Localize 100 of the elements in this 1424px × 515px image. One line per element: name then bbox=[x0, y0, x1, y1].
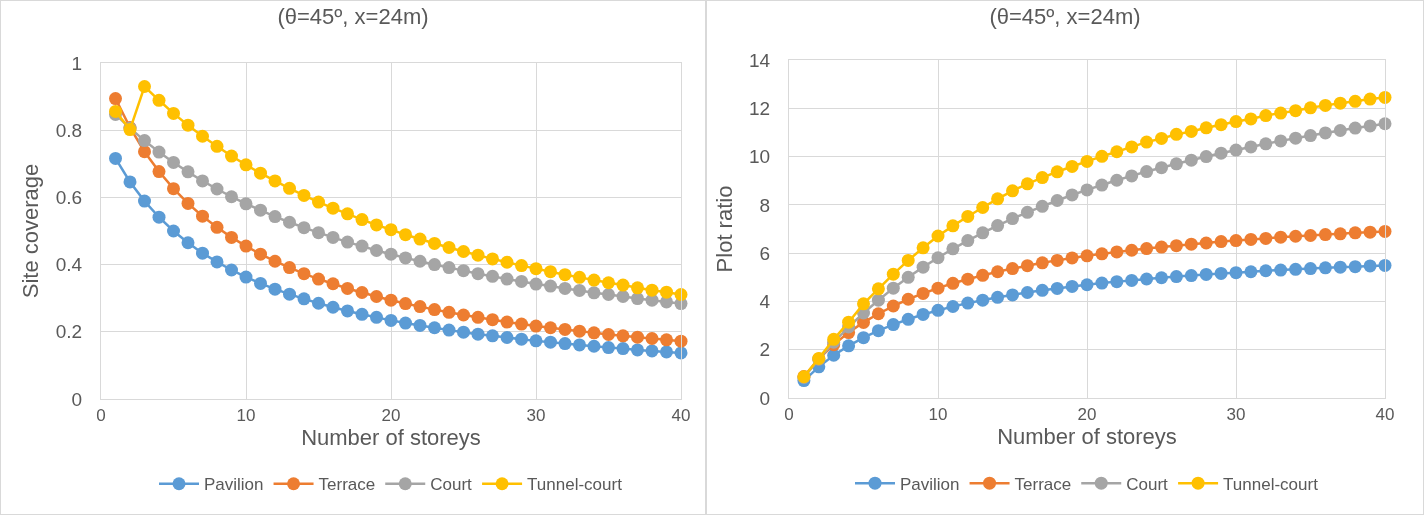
point bbox=[1318, 228, 1332, 242]
point bbox=[428, 303, 441, 317]
point bbox=[1214, 235, 1228, 249]
point bbox=[515, 274, 528, 288]
point bbox=[1169, 270, 1183, 284]
point bbox=[1155, 161, 1168, 175]
y-tick-label: 12 bbox=[748, 97, 771, 119]
point bbox=[602, 327, 615, 341]
point bbox=[1006, 212, 1019, 226]
point bbox=[471, 310, 485, 324]
point bbox=[916, 260, 930, 274]
point bbox=[1095, 149, 1109, 163]
point bbox=[587, 339, 601, 353]
point bbox=[399, 297, 412, 311]
point bbox=[1214, 146, 1228, 160]
point bbox=[1363, 225, 1377, 239]
point bbox=[283, 261, 296, 275]
point bbox=[901, 270, 915, 284]
point bbox=[976, 226, 990, 240]
point bbox=[326, 230, 340, 244]
point bbox=[457, 245, 470, 258]
point bbox=[471, 248, 485, 262]
point bbox=[573, 270, 586, 284]
point bbox=[1199, 236, 1213, 250]
point bbox=[500, 255, 514, 269]
point bbox=[1199, 121, 1213, 135]
point bbox=[916, 286, 930, 300]
point bbox=[1155, 271, 1168, 285]
point bbox=[1259, 109, 1273, 123]
point bbox=[1348, 260, 1362, 274]
point bbox=[1110, 173, 1124, 187]
point bbox=[931, 303, 945, 317]
point bbox=[167, 182, 180, 196]
point bbox=[1125, 243, 1139, 257]
y-tick-label: 1 bbox=[71, 52, 83, 74]
point bbox=[1363, 119, 1377, 133]
x-tick-label: 40 bbox=[1375, 404, 1395, 424]
point bbox=[616, 329, 630, 343]
x-tick-label: 30 bbox=[1226, 404, 1246, 424]
x-tick-label: 30 bbox=[526, 405, 546, 425]
point bbox=[1020, 177, 1034, 191]
point bbox=[1304, 262, 1317, 276]
point bbox=[1080, 154, 1094, 168]
point bbox=[842, 339, 856, 353]
point bbox=[674, 288, 688, 301]
point bbox=[326, 201, 340, 215]
point bbox=[239, 270, 253, 284]
point bbox=[631, 281, 644, 295]
point bbox=[515, 259, 528, 273]
point bbox=[1333, 227, 1347, 241]
point bbox=[297, 267, 311, 281]
point bbox=[645, 283, 659, 297]
point bbox=[616, 290, 630, 304]
point bbox=[1318, 261, 1332, 275]
point bbox=[886, 318, 900, 332]
x-axis-title: Number of storeys bbox=[301, 424, 481, 450]
point bbox=[500, 331, 514, 344]
y-tick-label: 6 bbox=[759, 242, 771, 264]
x-tick-label: 40 bbox=[671, 405, 691, 425]
point bbox=[500, 272, 514, 286]
point bbox=[355, 307, 369, 321]
point bbox=[1304, 101, 1317, 115]
point bbox=[254, 276, 267, 290]
point bbox=[1289, 131, 1303, 145]
point bbox=[196, 246, 209, 260]
point bbox=[1110, 275, 1124, 289]
point bbox=[486, 252, 499, 266]
point bbox=[1274, 134, 1288, 148]
y-tick-label: 14 bbox=[748, 49, 771, 71]
point bbox=[871, 307, 885, 321]
point bbox=[1199, 150, 1213, 164]
point bbox=[1229, 266, 1243, 280]
point bbox=[181, 165, 195, 179]
point bbox=[1125, 169, 1139, 183]
point bbox=[558, 268, 572, 282]
chart-title: (θ=45º, x=24m) bbox=[277, 4, 429, 30]
point bbox=[384, 247, 398, 261]
point bbox=[210, 220, 224, 234]
point bbox=[1020, 205, 1034, 219]
point bbox=[196, 174, 209, 188]
point bbox=[991, 192, 1005, 206]
point bbox=[1080, 183, 1094, 197]
point bbox=[1169, 157, 1183, 171]
point bbox=[1184, 153, 1198, 167]
point bbox=[399, 251, 412, 265]
point bbox=[1259, 137, 1273, 151]
y-tick-label: 0.6 bbox=[55, 187, 83, 209]
point bbox=[486, 313, 499, 327]
point bbox=[645, 332, 659, 346]
point bbox=[312, 272, 325, 286]
point bbox=[384, 313, 398, 327]
y-tick-label: 8 bbox=[759, 194, 771, 216]
point bbox=[1244, 112, 1258, 126]
point bbox=[616, 342, 630, 356]
point bbox=[268, 174, 282, 188]
point bbox=[486, 269, 499, 283]
point bbox=[239, 158, 253, 172]
point bbox=[916, 241, 930, 255]
point bbox=[1348, 94, 1362, 108]
point bbox=[1169, 127, 1183, 141]
